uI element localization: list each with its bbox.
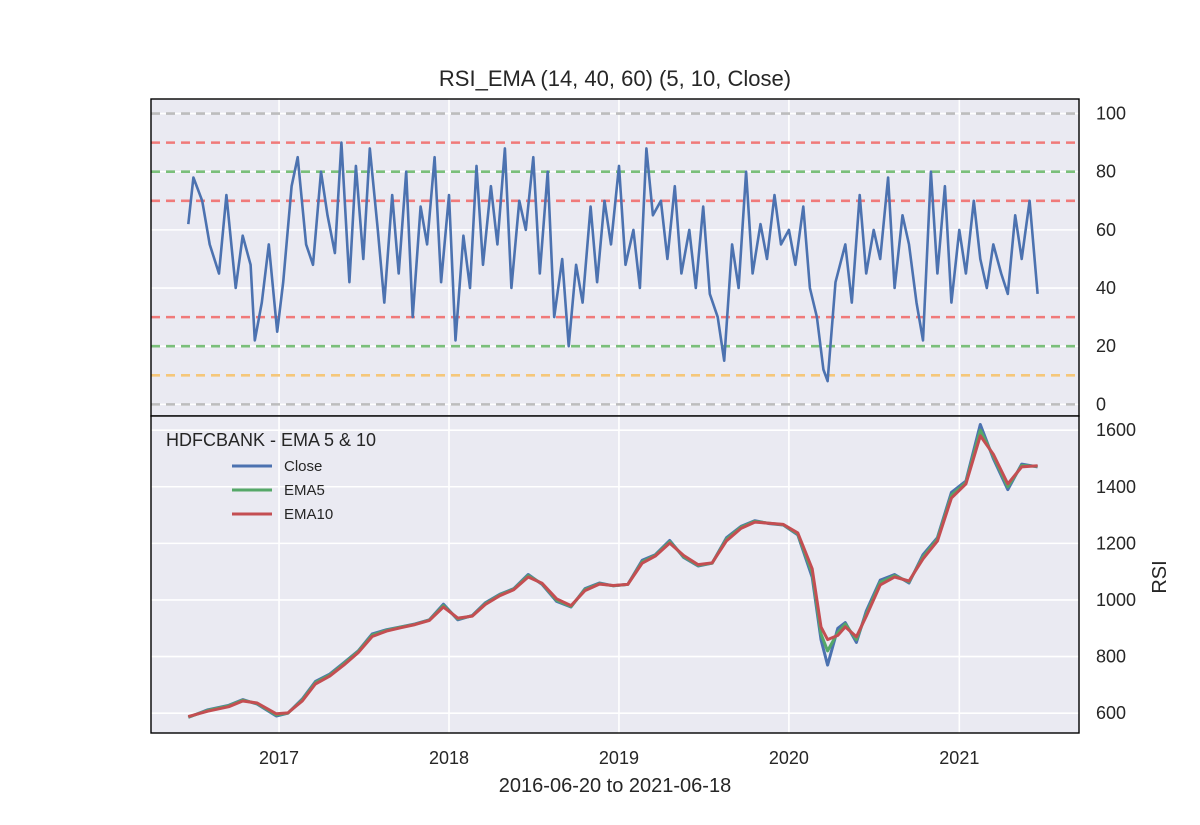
rsi-line xyxy=(187,141,1039,383)
y-tick-label: 40 xyxy=(1096,278,1116,298)
legend-label: EMA5 xyxy=(284,482,325,499)
rsi-series xyxy=(187,141,1039,383)
price-grid xyxy=(151,416,1079,733)
y-tick-label: 1600 xyxy=(1096,420,1136,440)
x-tick-label: 2020 xyxy=(769,748,809,768)
y-tick-label: 0 xyxy=(1096,394,1106,414)
x-tick-label: 2021 xyxy=(939,748,979,768)
y-axis-label: RSI xyxy=(1149,560,1171,593)
price-series xyxy=(187,423,1038,719)
x-tick-label: 2018 xyxy=(429,748,469,768)
legend-label: EMA10 xyxy=(284,506,333,523)
y-tick-label: 1200 xyxy=(1096,533,1136,553)
price-plot-area xyxy=(151,416,1079,733)
rsi-y-ticks: 0 20 40 60 80 100 xyxy=(1096,104,1126,415)
price-frame xyxy=(150,415,1080,734)
x-ticks: 2017 2018 2019 2020 2021 xyxy=(259,748,979,768)
rsi-plot-area xyxy=(151,99,1079,416)
ema10-line xyxy=(187,434,1038,719)
legend-label: Close xyxy=(284,458,322,475)
y-tick-label: 20 xyxy=(1096,336,1116,356)
x-tick-label: 2019 xyxy=(599,748,639,768)
y-tick-label: 100 xyxy=(1096,104,1126,124)
rsi-panel: 0 20 40 60 80 100 xyxy=(150,98,1126,417)
y-tick-label: 800 xyxy=(1096,647,1126,667)
y-tick-label: 80 xyxy=(1096,162,1116,182)
x-axis-label: 2016-06-20 to 2021-06-18 xyxy=(499,775,731,797)
y-tick-label: 1400 xyxy=(1096,477,1136,497)
legend: HDFCBANK - EMA 5 & 10 Close EMA5 EMA10 xyxy=(166,430,376,523)
price-y-ticks: 600 800 1000 1200 1400 1600 xyxy=(1096,420,1136,723)
y-tick-label: 600 xyxy=(1096,703,1126,723)
y-tick-label: 60 xyxy=(1096,220,1116,240)
rsi-reference-lines xyxy=(151,112,1079,406)
chart-title: RSI_EMA (14, 40, 60) (5, 10, Close) xyxy=(439,66,791,91)
legend-title: HDFCBANK - EMA 5 & 10 xyxy=(166,430,376,450)
x-tick-label: 2017 xyxy=(259,748,299,768)
y-tick-label: 1000 xyxy=(1096,590,1136,610)
